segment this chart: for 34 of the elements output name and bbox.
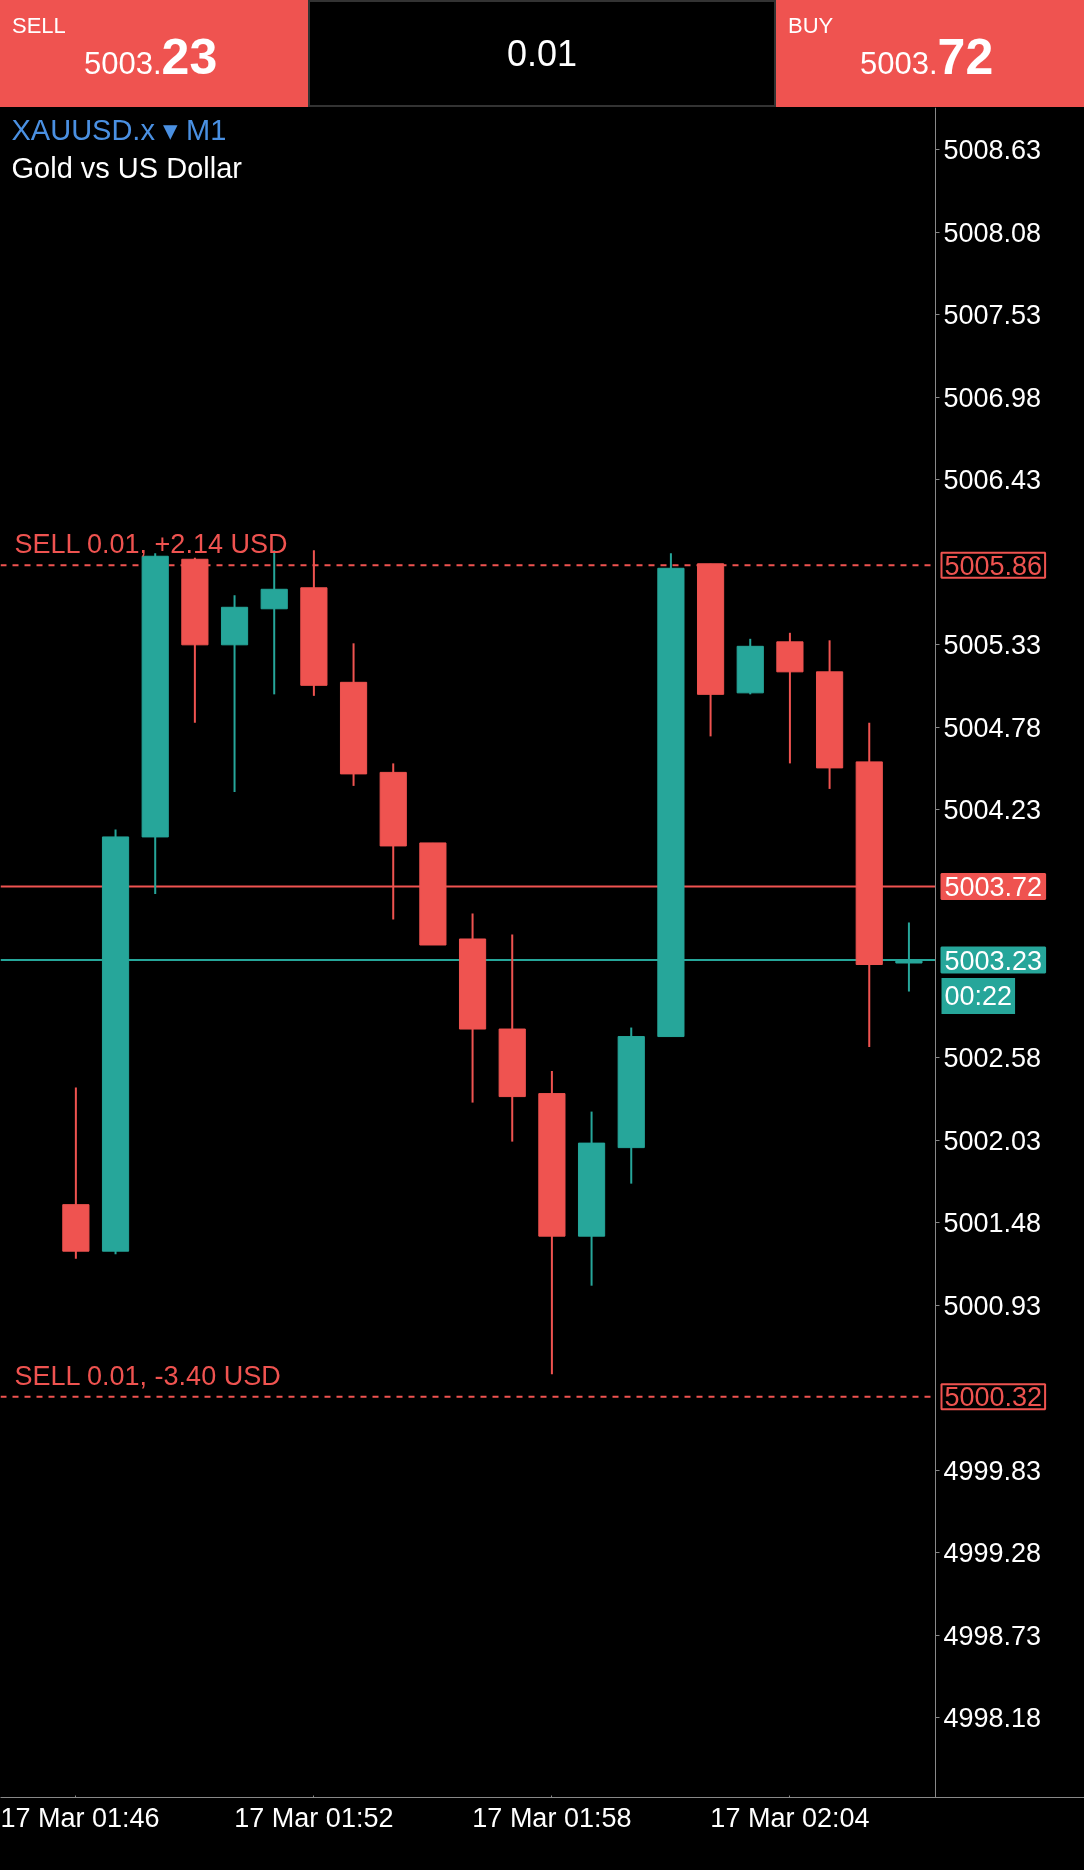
text: 5003.23 [84,29,218,85]
y-tick-label: 5007.53 [943,300,1042,331]
text: 00:22 [944,981,1013,1011]
text: Gold vs US Dollar [11,151,243,184]
text: 5003.23 [944,945,1043,976]
text: BUY [788,12,834,40]
x-tick-label: 17 Mar 01:46 [0,1802,160,1833]
y-tick-label: 5008.08 [943,217,1042,248]
ref-line-label: SELL 0.01, -3.40 USD [14,1360,281,1391]
y-tick-label: 5006.43 [943,465,1042,496]
y-tick-label: 5002.58 [943,1043,1042,1074]
text: 0.01 [308,0,776,107]
text: 5003.72 [944,871,1043,902]
y-tick-label: 4998.73 [943,1620,1042,1651]
y-tick-label: 5002.03 [943,1125,1042,1156]
text: 5003.72 [860,29,994,85]
chart-title: XAUUSD.x ▾ M1 [11,113,227,146]
y-tick-label: 4999.83 [943,1455,1042,1486]
y-tick-label: 5004.78 [943,712,1042,743]
y-tick-label: 5005.33 [943,630,1042,661]
y-tick-label: 5001.48 [943,1208,1042,1239]
y-tick-label: 5006.98 [943,382,1042,413]
text: SELL [12,12,66,40]
ref-line-label: SELL 0.01, +2.14 USD [14,529,288,560]
text: 5005.86 [944,550,1043,581]
y-tick-label: 4998.18 [943,1703,1042,1734]
y-tick-label: 5000.93 [943,1290,1042,1321]
x-tick-label: 17 Mar 01:58 [472,1802,632,1833]
y-tick-label: 4999.28 [943,1538,1042,1569]
y-tick-label: 5008.63 [943,135,1042,166]
x-tick-label: 17 Mar 01:52 [234,1802,394,1833]
y-tick-label: 5004.23 [943,795,1042,826]
x-tick-label: 17 Mar 02:04 [710,1802,870,1833]
text: 5000.32 [944,1382,1043,1413]
